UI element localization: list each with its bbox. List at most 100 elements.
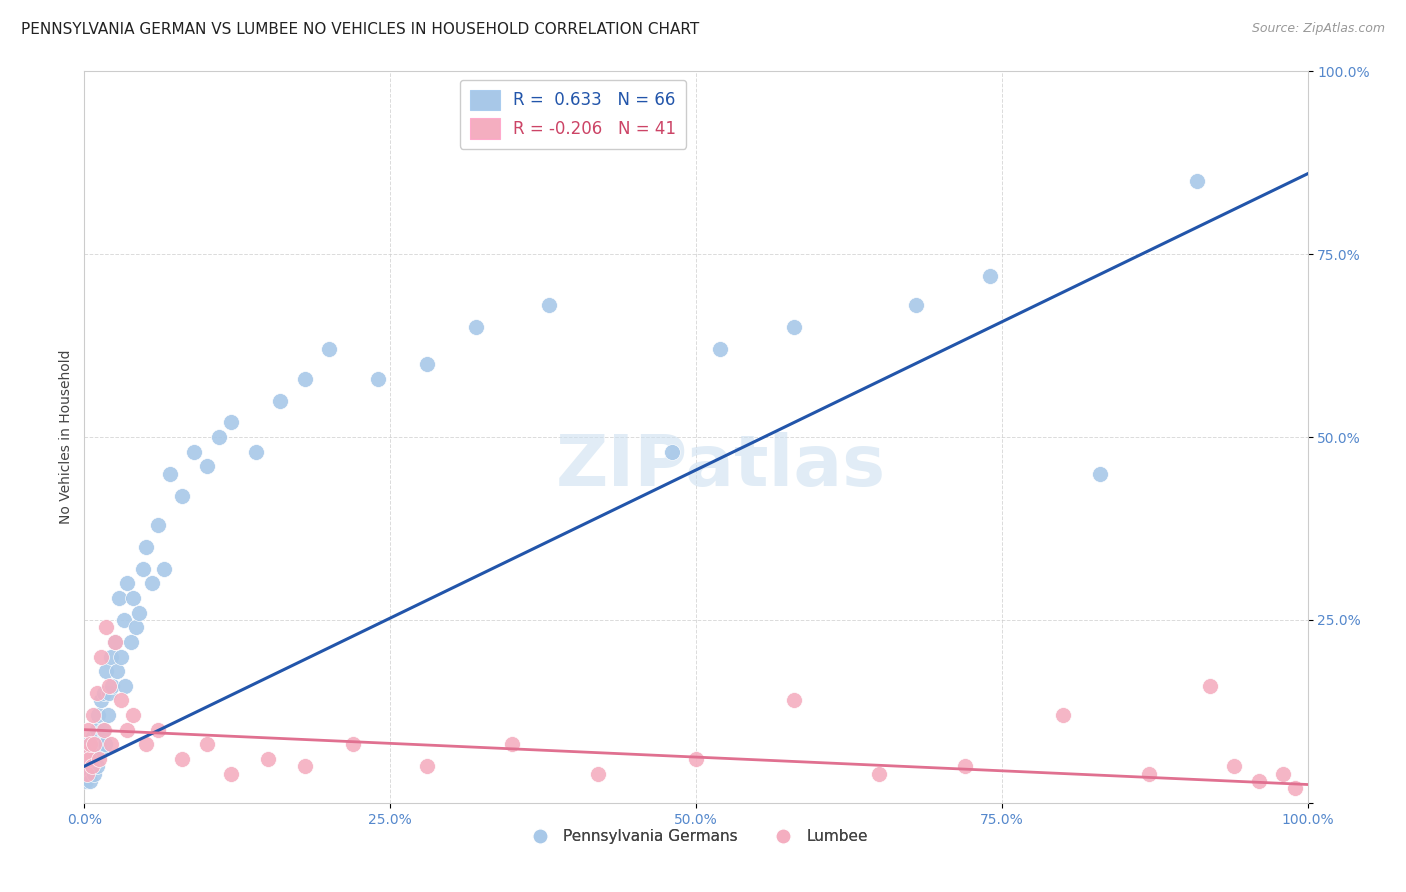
Point bbox=[342, 737, 364, 751]
Point bbox=[153, 562, 176, 576]
Point bbox=[87, 737, 110, 751]
Point bbox=[1284, 781, 1306, 796]
Point bbox=[93, 686, 115, 700]
Point bbox=[115, 576, 138, 591]
Point bbox=[94, 737, 117, 751]
Point bbox=[114, 679, 136, 693]
Point bbox=[783, 320, 806, 334]
Point bbox=[79, 745, 101, 759]
Point bbox=[77, 737, 100, 751]
Point bbox=[195, 737, 218, 751]
Point bbox=[96, 664, 118, 678]
Point bbox=[122, 708, 145, 723]
Text: Source: ZipAtlas.com: Source: ZipAtlas.com bbox=[1251, 22, 1385, 36]
Point bbox=[502, 737, 524, 751]
Point bbox=[367, 371, 389, 385]
Point bbox=[269, 393, 291, 408]
Point bbox=[82, 752, 104, 766]
Point bbox=[208, 430, 231, 444]
Text: ZIPatlas: ZIPatlas bbox=[555, 432, 886, 500]
Point bbox=[1223, 759, 1246, 773]
Point bbox=[979, 269, 1001, 284]
Y-axis label: No Vehicles in Household: No Vehicles in Household bbox=[59, 350, 73, 524]
Point bbox=[661, 444, 683, 458]
Point bbox=[104, 635, 127, 649]
Point bbox=[80, 759, 103, 773]
Point bbox=[709, 343, 731, 357]
Point bbox=[75, 773, 97, 788]
Point bbox=[905, 298, 928, 312]
Point bbox=[538, 298, 561, 312]
Point bbox=[112, 613, 135, 627]
Point bbox=[146, 517, 169, 532]
Point bbox=[77, 752, 100, 766]
Point bbox=[83, 737, 105, 751]
Point bbox=[1272, 766, 1295, 780]
Point bbox=[195, 459, 218, 474]
Point bbox=[294, 759, 316, 773]
Point bbox=[76, 766, 98, 780]
Point bbox=[159, 467, 181, 481]
Point bbox=[257, 752, 280, 766]
Point bbox=[586, 766, 609, 780]
Point bbox=[76, 766, 98, 780]
Point bbox=[90, 693, 112, 707]
Point bbox=[107, 591, 129, 605]
Point bbox=[416, 357, 439, 371]
Point bbox=[783, 693, 806, 707]
Point bbox=[141, 576, 163, 591]
Point bbox=[1187, 174, 1209, 188]
Point bbox=[128, 606, 150, 620]
Point bbox=[83, 766, 105, 780]
Point bbox=[83, 737, 105, 751]
Point bbox=[464, 320, 486, 334]
Point bbox=[104, 635, 127, 649]
Point bbox=[219, 416, 242, 430]
Point bbox=[146, 723, 169, 737]
Point bbox=[84, 752, 107, 766]
Point bbox=[77, 752, 100, 766]
Point bbox=[86, 723, 108, 737]
Point bbox=[1052, 708, 1074, 723]
Text: PENNSYLVANIA GERMAN VS LUMBEE NO VEHICLES IN HOUSEHOLD CORRELATION CHART: PENNSYLVANIA GERMAN VS LUMBEE NO VEHICLE… bbox=[21, 22, 699, 37]
Point bbox=[115, 723, 138, 737]
Point bbox=[97, 708, 120, 723]
Point bbox=[80, 759, 103, 773]
Point bbox=[416, 759, 439, 773]
Point bbox=[172, 752, 194, 766]
Point bbox=[93, 723, 115, 737]
Point bbox=[183, 444, 205, 458]
Point bbox=[110, 693, 132, 707]
Point bbox=[79, 773, 101, 788]
Point bbox=[1198, 679, 1220, 693]
Point bbox=[1088, 467, 1111, 481]
Point bbox=[294, 371, 316, 385]
Point bbox=[685, 752, 707, 766]
Point bbox=[1247, 773, 1270, 788]
Point bbox=[86, 759, 108, 773]
Point bbox=[219, 766, 242, 780]
Point bbox=[101, 679, 124, 693]
Point bbox=[245, 444, 267, 458]
Point bbox=[1137, 766, 1160, 780]
Point bbox=[76, 745, 98, 759]
Point bbox=[82, 730, 104, 744]
Point bbox=[132, 562, 155, 576]
Point bbox=[97, 679, 120, 693]
Legend: Pennsylvania Germans, Lumbee: Pennsylvania Germans, Lumbee bbox=[519, 822, 873, 850]
Point bbox=[105, 664, 128, 678]
Point bbox=[120, 635, 142, 649]
Point bbox=[100, 737, 122, 751]
Point bbox=[110, 649, 132, 664]
Point bbox=[318, 343, 340, 357]
Point bbox=[77, 723, 100, 737]
Point bbox=[77, 766, 100, 780]
Point bbox=[86, 686, 108, 700]
Point bbox=[82, 708, 104, 723]
Point bbox=[97, 686, 120, 700]
Point bbox=[953, 759, 976, 773]
Point bbox=[77, 759, 100, 773]
Point bbox=[122, 591, 145, 605]
Point bbox=[75, 745, 97, 759]
Point bbox=[135, 737, 157, 751]
